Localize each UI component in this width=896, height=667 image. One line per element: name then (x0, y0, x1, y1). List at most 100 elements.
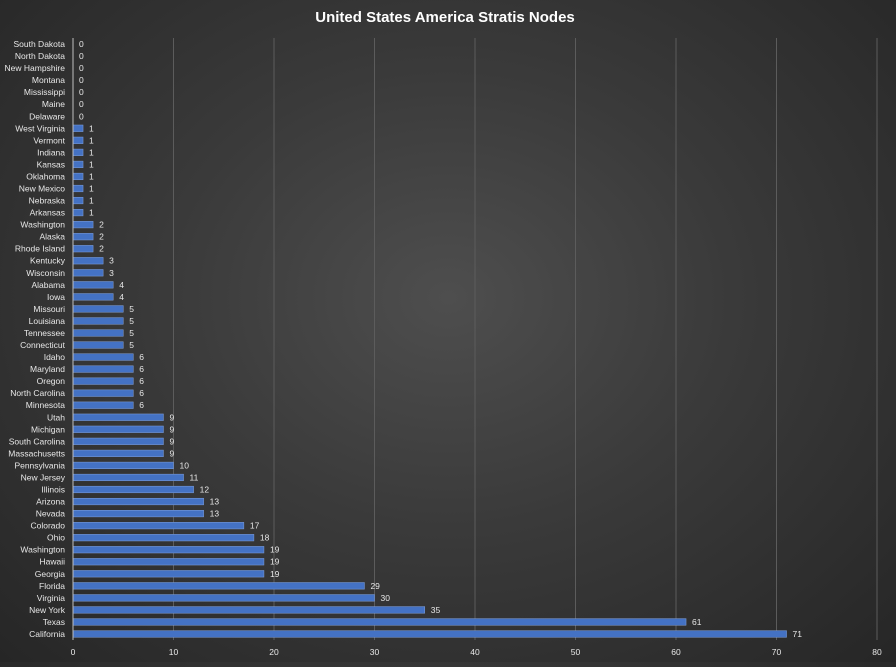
category-label: Kansas (37, 159, 65, 169)
data-label: 0 (79, 87, 84, 97)
bar (72, 449, 164, 457)
category-label: Missouri (33, 304, 65, 314)
data-label: 5 (129, 340, 134, 350)
data-label: 2 (99, 244, 104, 254)
data-label: 3 (109, 268, 114, 278)
data-label: 1 (89, 171, 94, 181)
bar (72, 209, 84, 217)
category-label: Connecticut (20, 340, 66, 350)
category-label: Georgia (35, 569, 66, 579)
category-label: Vermont (33, 135, 65, 145)
category-label: Mississippi (24, 87, 65, 97)
category-label: Louisiana (29, 316, 66, 326)
bar (72, 160, 84, 168)
category-label: Indiana (37, 147, 65, 157)
bar (72, 353, 134, 361)
bar (72, 606, 425, 614)
category-label: California (29, 629, 65, 639)
data-label: 9 (169, 448, 174, 458)
category-label: Nebraska (29, 196, 66, 206)
data-label: 9 (169, 436, 174, 446)
data-label: 9 (169, 412, 174, 422)
bar (72, 546, 265, 554)
category-label: South Carolina (9, 436, 66, 446)
bar (72, 377, 134, 385)
bar (72, 329, 124, 337)
bar (72, 245, 94, 253)
data-label: 1 (89, 208, 94, 218)
category-label: South Dakota (13, 39, 65, 49)
data-label: 0 (79, 111, 84, 121)
data-label: 0 (79, 99, 84, 109)
category-label: West Virginia (15, 123, 65, 133)
category-label: Hawaii (39, 557, 65, 567)
data-label: 29 (370, 581, 380, 591)
bar (72, 510, 204, 518)
category-label: Rhode Island (15, 244, 65, 254)
bar (72, 257, 104, 265)
data-label: 18 (260, 533, 270, 543)
data-label: 6 (139, 364, 144, 374)
category-label: Virginia (37, 593, 65, 603)
category-label: Utah (47, 412, 65, 422)
bar (72, 281, 114, 289)
category-label: Ohio (47, 533, 65, 543)
bar (72, 124, 84, 132)
data-label: 13 (210, 509, 220, 519)
x-tick-label: 10 (169, 647, 179, 657)
data-label: 5 (129, 304, 134, 314)
gridlines (173, 38, 878, 640)
category-label: Florida (39, 581, 65, 591)
category-label: Minnesota (26, 400, 65, 410)
bar (72, 413, 164, 421)
data-label: 61 (692, 617, 702, 627)
category-label: New Mexico (19, 184, 66, 194)
bar (72, 558, 265, 566)
category-label: Pennsylvania (14, 460, 65, 470)
data-label: 35 (431, 605, 441, 615)
x-tick-label: 30 (370, 647, 380, 657)
category-label: Oregon (37, 376, 66, 386)
category-label: Michigan (31, 424, 65, 434)
data-label: 1 (89, 123, 94, 133)
data-label: 13 (210, 497, 220, 507)
data-label: 5 (129, 316, 134, 326)
bar (72, 148, 84, 156)
category-label: Arkansas (30, 208, 65, 218)
bar (72, 425, 164, 433)
category-label: Washington (20, 545, 65, 555)
bar (72, 184, 84, 193)
category-label: Wisconsin (26, 268, 65, 278)
data-label: 2 (99, 232, 104, 242)
x-tick-label: 40 (470, 647, 480, 657)
x-tick-label: 80 (872, 647, 882, 657)
bar (72, 618, 687, 626)
data-label: 1 (89, 196, 94, 206)
category-label: North Carolina (10, 388, 65, 398)
category-label: Maine (42, 99, 65, 109)
bar (72, 497, 204, 506)
data-label: 4 (119, 280, 124, 290)
category-label: Tennessee (24, 328, 65, 338)
bar (72, 269, 104, 277)
category-label: Kentucky (30, 256, 66, 266)
bar (72, 389, 134, 397)
bar (72, 317, 124, 325)
bar (72, 485, 194, 494)
data-label: 4 (119, 292, 124, 302)
data-label: 11 (190, 472, 199, 482)
data-label: 19 (270, 545, 280, 555)
x-axis-ticks: 0 10 20 30 40 50 60 70 80 (71, 647, 882, 657)
bar (72, 172, 84, 181)
bar (72, 341, 124, 349)
category-label: Texas (43, 617, 65, 627)
bar (72, 401, 134, 409)
data-label: 71 (793, 629, 803, 639)
x-tick-label: 0 (71, 647, 76, 657)
category-label: Montana (32, 75, 65, 85)
category-label: Washington (20, 220, 65, 230)
bar (72, 570, 265, 578)
x-tick-label: 60 (671, 647, 681, 657)
category-label: Maryland (30, 364, 65, 374)
